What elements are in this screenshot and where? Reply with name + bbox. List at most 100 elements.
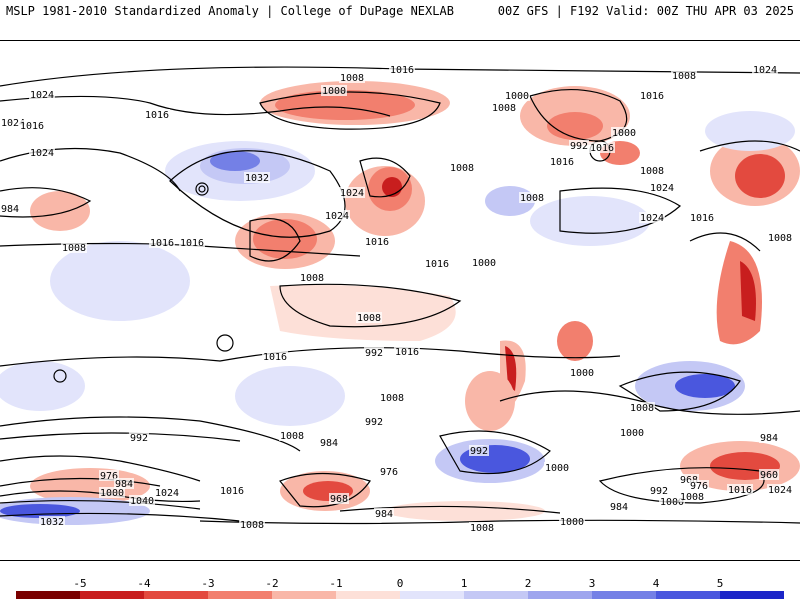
isobar-label: 1016 — [390, 65, 414, 76]
isobar-label: 976 — [690, 481, 708, 492]
isobar-label: 992 — [570, 141, 588, 152]
colorbar-segment — [208, 591, 273, 599]
isobar-label: 1016 — [728, 485, 752, 496]
isobar-label: 1016 — [690, 213, 714, 224]
isobar-label: 1008 — [630, 403, 654, 414]
isobar-label: 1024 — [650, 183, 674, 194]
colorbar-segment — [528, 591, 593, 599]
isobar-label: 1024 — [30, 148, 54, 159]
isobar-label: 984 — [320, 438, 338, 449]
isobar-label: 976 — [380, 467, 398, 478]
isobar-label: 968 — [330, 494, 348, 505]
colorbar-segment — [656, 591, 721, 599]
colorbar-tick-label: -2 — [265, 577, 279, 590]
isobar-label: 1016 — [365, 237, 389, 248]
isobar-label: 984 — [760, 433, 778, 444]
isobar-lines — [0, 66, 800, 525]
isobar-label: 1008 — [768, 233, 792, 244]
isobar-label: 1008 — [520, 193, 544, 204]
isobar-label: 984 — [1, 204, 19, 215]
isobar-label: 984 — [375, 509, 393, 520]
isobar-label: 976 — [100, 471, 118, 482]
isobar-label: 1008 — [492, 103, 516, 114]
isobar-label: 1016 — [395, 347, 419, 358]
isobar-label: 1000 — [472, 258, 496, 269]
isobar-label: 1024 — [768, 485, 792, 496]
isobar-label: 1016 — [640, 91, 664, 102]
isobar-label: 1016 — [550, 157, 574, 168]
colorbar-high-arrow — [772, 591, 784, 599]
colorbar-segment — [16, 591, 81, 599]
isobar-label: 1032 — [40, 517, 64, 528]
isobar-label: 1024 — [155, 488, 179, 499]
isobar-label: 1008 — [672, 71, 696, 82]
colorbar-tick-label: 0 — [396, 577, 404, 590]
isobar-label: 1016 — [425, 259, 449, 270]
isobar-label: 1000 — [100, 488, 124, 499]
colorbar-tick-label: -3 — [201, 577, 215, 590]
negative-anomaly-shading — [30, 81, 800, 521]
isobar-label: 1008 — [450, 163, 474, 174]
isobar-label: 1016 — [263, 352, 287, 363]
isobar-label: 1016 — [145, 110, 169, 121]
colorbar-tick-label: -5 — [73, 577, 87, 590]
isobar-label: 1000 — [660, 497, 684, 508]
isobar-label: 984 — [115, 479, 133, 490]
isobar-label: 1024 — [640, 213, 664, 224]
colorbar-segment — [336, 591, 401, 599]
map-panel: 1016 1024 1008 1000 1016 1024 1008 1000 1016 1008… — [0, 40, 800, 561]
colorbar-tick-label: 2 — [524, 577, 532, 590]
isobar-label: 1000 — [505, 91, 529, 102]
isobar-label: 1008 — [340, 73, 364, 84]
colorbar-tick-label: 4 — [652, 577, 660, 590]
isobar-label: 1016 — [20, 121, 44, 132]
isobar-label: 1024 — [30, 90, 54, 101]
colorbar-tick-label: 1 — [460, 577, 468, 590]
isobar-label: 1040 — [130, 496, 154, 507]
isobar-label: 992 — [365, 417, 383, 428]
colorbar-segment — [272, 591, 337, 599]
isobar-label: 1000 — [620, 428, 644, 439]
isobar-label: 1024 — [753, 65, 777, 76]
isobar-label: 992 — [470, 446, 488, 457]
chart-title: MSLP 1981-2010 Standardized Anomaly | Co… — [6, 4, 454, 18]
isobar-label: 1016 — [220, 486, 244, 497]
isobar-label: 1024 — [1, 118, 25, 129]
isobar-label: 1008 — [300, 273, 324, 284]
anomaly-colorbar — [16, 591, 784, 599]
isobar-label: 960 — [760, 470, 778, 481]
colorbar-tick-label: 5 — [716, 577, 724, 590]
isobar-label: 1000 — [545, 463, 569, 474]
colorbar-segment — [464, 591, 529, 599]
isobar-label: 1016 — [590, 143, 614, 154]
colorbar-tick-label: -1 — [329, 577, 343, 590]
colorbar-segment — [144, 591, 209, 599]
isobar-label: 1024 — [340, 188, 364, 199]
isobar-label: 1008 — [380, 393, 404, 404]
isobar-label: 1008 — [280, 431, 304, 442]
isobar-label: 1008 — [240, 520, 264, 531]
colorbar-tick-label: 3 — [588, 577, 596, 590]
model-run-label: 00Z GFS | F192 Valid: 00Z THU APR 03 202… — [497, 4, 794, 18]
isobar-label: 1000 — [322, 86, 346, 97]
colorbar-segment — [592, 591, 657, 599]
isobar-label: 1000 — [612, 128, 636, 139]
isobar-label: 992 — [650, 486, 668, 497]
isobar-label: 1008 — [357, 313, 381, 324]
isobar-label: 1008 — [62, 243, 86, 254]
isobar-label: 1016 — [180, 238, 204, 249]
isobar-label: 992 — [130, 433, 148, 444]
isobar-label: 984 — [610, 502, 628, 513]
isobar-label: 1000 — [560, 517, 584, 528]
isobar-label: 1016 — [150, 238, 174, 249]
isobar-label: 1032 — [245, 173, 269, 184]
colorbar-segment — [400, 591, 465, 599]
isobar-label: 1024 — [325, 211, 349, 222]
isobar-label: 1008 — [470, 523, 494, 534]
isobar-label: 1008 — [640, 166, 664, 177]
colorbar-tick-label: -4 — [137, 577, 151, 590]
colorbar-low-arrow — [16, 591, 28, 599]
isobar-label: 1008 — [680, 492, 704, 503]
colorbar-segment — [80, 591, 145, 599]
